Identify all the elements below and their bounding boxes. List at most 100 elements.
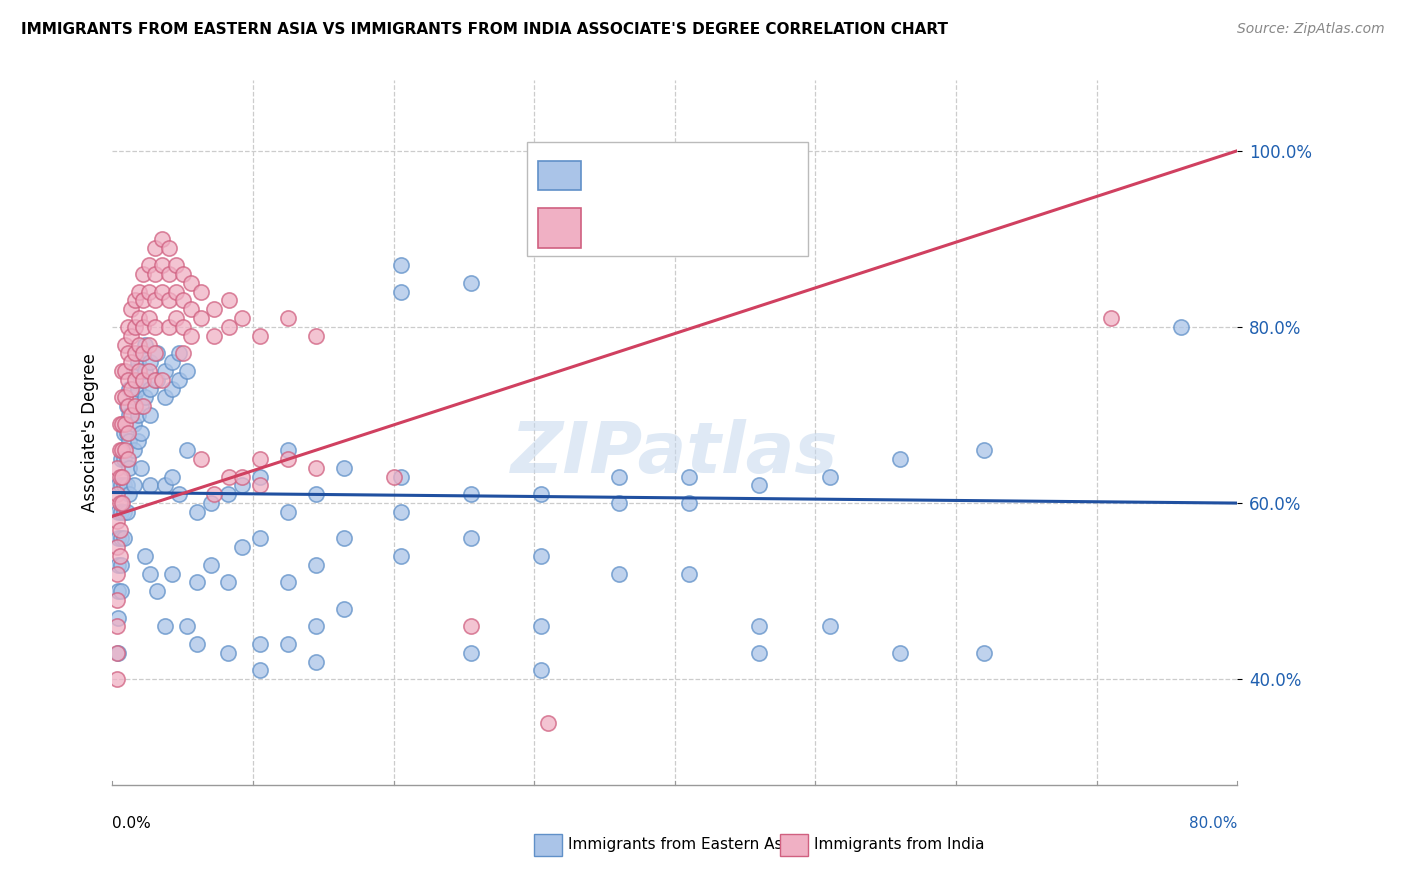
- Point: [249, 452, 271, 467]
- Point: [172, 293, 194, 308]
- Point: [124, 319, 146, 334]
- Point: [111, 469, 134, 483]
- Point: [305, 655, 328, 669]
- Point: [389, 258, 412, 272]
- Point: [172, 267, 194, 281]
- Point: [460, 619, 482, 633]
- Point: [122, 391, 145, 405]
- Point: [138, 258, 160, 272]
- Text: R =: R =: [595, 169, 631, 186]
- Point: [132, 267, 155, 281]
- Point: [748, 646, 770, 660]
- Point: [277, 452, 299, 467]
- Point: [157, 267, 180, 281]
- Text: R =: R =: [595, 221, 631, 239]
- Point: [128, 311, 150, 326]
- Point: [105, 460, 128, 475]
- Point: [108, 417, 131, 431]
- Point: [108, 523, 131, 537]
- Point: [118, 487, 141, 501]
- Point: [186, 575, 208, 590]
- Point: [122, 478, 145, 492]
- Point: [153, 478, 176, 492]
- Point: [150, 373, 173, 387]
- Point: [146, 346, 169, 360]
- Point: [108, 443, 131, 458]
- Point: [110, 478, 132, 492]
- Point: [167, 346, 190, 360]
- Point: [138, 364, 160, 378]
- Point: [277, 311, 299, 326]
- Point: [111, 417, 134, 431]
- Point: [146, 584, 169, 599]
- Point: [160, 469, 183, 483]
- Point: [120, 355, 142, 369]
- Point: [231, 540, 253, 554]
- Point: [127, 408, 149, 422]
- Point: [111, 496, 134, 510]
- Point: [889, 646, 911, 660]
- Point: [134, 391, 156, 405]
- Point: [132, 399, 155, 413]
- Point: [678, 496, 700, 510]
- Point: [186, 505, 208, 519]
- Point: [460, 646, 482, 660]
- Point: [115, 505, 138, 519]
- Point: [107, 584, 129, 599]
- Point: [167, 487, 190, 501]
- Point: [180, 302, 202, 317]
- Text: IMMIGRANTS FROM EASTERN ASIA VS IMMIGRANTS FROM INDIA ASSOCIATE'S DEGREE CORRELA: IMMIGRANTS FROM EASTERN ASIA VS IMMIGRAN…: [21, 22, 948, 37]
- Point: [118, 382, 141, 396]
- Point: [277, 637, 299, 651]
- Point: [1099, 311, 1122, 326]
- Point: [217, 487, 239, 501]
- Point: [107, 505, 129, 519]
- Point: [124, 399, 146, 413]
- Point: [124, 293, 146, 308]
- Point: [202, 302, 225, 317]
- Point: [249, 531, 271, 545]
- Point: [120, 302, 142, 317]
- Point: [172, 346, 194, 360]
- Point: [231, 478, 253, 492]
- Point: [748, 619, 770, 633]
- Point: [190, 311, 212, 326]
- Text: 80.0%: 80.0%: [1189, 816, 1237, 831]
- Point: [139, 478, 162, 492]
- Point: [143, 373, 166, 387]
- Point: [460, 531, 482, 545]
- Point: [607, 469, 630, 483]
- Point: [132, 346, 155, 360]
- Point: [120, 382, 142, 396]
- Point: [678, 469, 700, 483]
- Point: [530, 549, 553, 563]
- Point: [231, 311, 253, 326]
- Point: [167, 373, 190, 387]
- Point: [111, 391, 134, 405]
- Point: [112, 531, 135, 545]
- Text: 95: 95: [745, 169, 775, 186]
- Point: [124, 373, 146, 387]
- Point: [105, 673, 128, 687]
- Point: [249, 469, 271, 483]
- Point: [115, 425, 138, 440]
- Point: [107, 646, 129, 660]
- Point: [115, 478, 138, 492]
- Point: [138, 337, 160, 351]
- Point: [105, 566, 128, 581]
- Point: [105, 593, 128, 607]
- Point: [112, 425, 135, 440]
- Point: [389, 505, 412, 519]
- Point: [108, 549, 131, 563]
- Point: [114, 391, 136, 405]
- Point: [389, 549, 412, 563]
- Point: [180, 276, 202, 290]
- Point: [105, 619, 128, 633]
- Point: [277, 575, 299, 590]
- Point: [460, 276, 482, 290]
- Point: [105, 540, 128, 554]
- Point: [122, 443, 145, 458]
- Point: [114, 337, 136, 351]
- Point: [973, 646, 995, 660]
- Point: [217, 646, 239, 660]
